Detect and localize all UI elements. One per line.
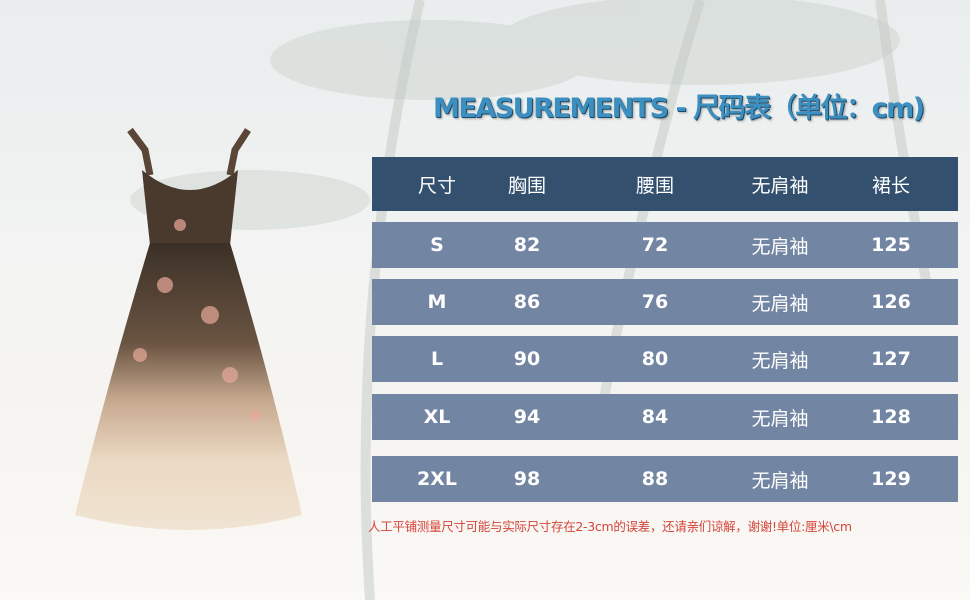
cell-length: 129 [871,468,911,490]
header-size: 尺寸 [417,174,457,197]
cell-waist: 84 [641,406,669,428]
cell-bust: 94 [513,406,541,428]
cell-size: M [427,291,447,313]
cell-sleeve: 无肩袖 [751,349,809,372]
header-length: 裙长 [871,174,911,197]
cell-sleeve: 无肩袖 [751,407,809,430]
cell-bust: 82 [513,234,541,256]
table-row: 2XL 98 88 无肩袖 129 [372,456,958,502]
cell-sleeve: 无肩袖 [751,292,809,315]
cell-length: 126 [871,291,911,313]
cell-bust: 98 [513,468,541,490]
cell-length: 128 [871,406,911,428]
table-row: S 82 72 无肩袖 125 [372,222,958,268]
cell-length: 127 [871,348,911,370]
table-header: 尺寸 胸围 腰围 无肩袖 裙长 [372,157,958,211]
cell-waist: 76 [641,291,669,313]
header-bust: 胸围 [507,174,547,197]
cell-length: 125 [871,234,911,256]
cell-size: S [430,234,444,256]
cell-sleeve: 无肩袖 [751,469,809,492]
cell-bust: 90 [513,348,541,370]
cell-sleeve: 无肩袖 [751,235,809,258]
table-row: L 90 80 无肩袖 127 [372,336,958,382]
table-row: XL 94 84 无肩袖 128 [372,394,958,440]
table-row: M 86 76 无肩袖 126 [372,279,958,325]
cell-size: L [430,348,444,370]
header-waist: 腰围 [635,174,675,197]
cell-waist: 80 [641,348,669,370]
cell-waist: 88 [641,468,669,490]
dress-product-image [75,127,302,530]
cell-bust: 86 [513,291,541,313]
measurement-note: 人工平铺测量尺寸可能与实际尺寸存在2-3cm的误差，还请亲们谅解，谢谢!单位:厘… [368,519,852,534]
cell-size: XL [423,406,451,428]
page-title: MEASUREMENTS - 尺码表（单位：cm) [433,93,925,124]
header-sleeve: 无肩袖 [751,174,809,197]
cell-size: 2XL [417,468,457,490]
cell-waist: 72 [641,234,669,256]
